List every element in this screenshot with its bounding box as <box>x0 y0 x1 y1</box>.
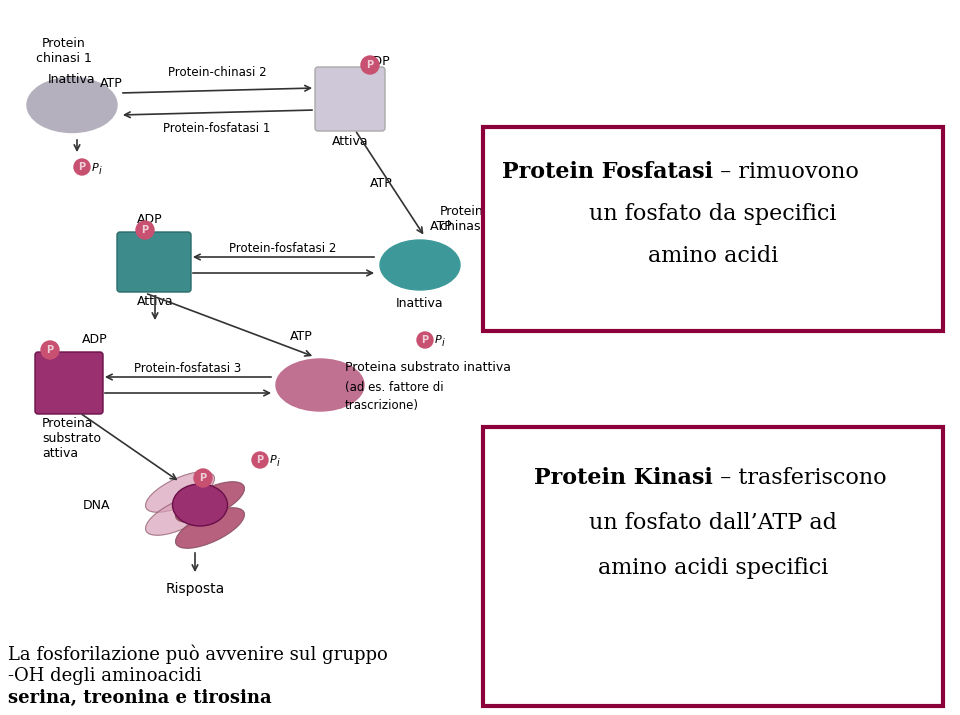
Text: Proteina substrato inattiva: Proteina substrato inattiva <box>345 360 511 373</box>
Circle shape <box>74 159 90 175</box>
Text: Inattiva: Inattiva <box>396 297 444 310</box>
Text: La fosforilazione può avvenire sul gruppo: La fosforilazione può avvenire sul grupp… <box>8 645 388 664</box>
Text: -OH degli aminoacidi: -OH degli aminoacidi <box>8 667 202 685</box>
Ellipse shape <box>176 508 245 548</box>
Text: Protein-fosfatasi 1: Protein-fosfatasi 1 <box>163 122 271 135</box>
Text: Inattiva: Inattiva <box>48 73 96 86</box>
Circle shape <box>136 221 154 239</box>
Text: P: P <box>421 335 428 345</box>
Text: amino acidi: amino acidi <box>648 245 778 267</box>
Text: Protein
chinasi 3: Protein chinasi 3 <box>440 205 496 233</box>
Text: (ad es. fattore di: (ad es. fattore di <box>345 380 444 393</box>
Text: ADP: ADP <box>82 333 108 346</box>
Ellipse shape <box>380 240 460 290</box>
Text: i: i <box>277 458 279 468</box>
Text: un fosfato dall’ATP ad: un fosfato dall’ATP ad <box>588 512 837 534</box>
Ellipse shape <box>27 77 117 132</box>
Text: ADP: ADP <box>137 213 163 226</box>
Text: Protein-fosfatasi 3: Protein-fosfatasi 3 <box>134 362 242 375</box>
Circle shape <box>41 341 59 359</box>
Text: ATP: ATP <box>430 220 453 233</box>
Text: ATP: ATP <box>370 177 393 189</box>
Text: Protein-chinasi 2: Protein-chinasi 2 <box>168 66 266 79</box>
Text: P: P <box>92 163 99 173</box>
Ellipse shape <box>173 484 228 526</box>
FancyBboxPatch shape <box>483 427 943 706</box>
Text: Proteina
substrato
attiva: Proteina substrato attiva <box>42 417 101 460</box>
Text: P: P <box>141 225 149 235</box>
Text: – trasferiscono: – trasferiscono <box>712 467 886 489</box>
Text: P: P <box>367 60 373 70</box>
Text: P: P <box>435 335 442 345</box>
FancyBboxPatch shape <box>35 352 103 414</box>
Circle shape <box>194 469 212 487</box>
Text: Protein-fosfatasi 2: Protein-fosfatasi 2 <box>229 242 337 255</box>
Text: amino acidi specifici: amino acidi specifici <box>598 557 828 579</box>
Text: i: i <box>442 338 444 348</box>
Text: DNA: DNA <box>83 498 110 511</box>
FancyBboxPatch shape <box>483 127 943 331</box>
Text: un fosfato da specifici: un fosfato da specifici <box>589 202 836 225</box>
Text: i: i <box>99 166 102 176</box>
Text: Protein Fosfatasi: Protein Fosfatasi <box>502 161 712 183</box>
Text: ATP: ATP <box>290 330 313 343</box>
Text: P: P <box>270 455 276 465</box>
Circle shape <box>252 452 268 468</box>
Ellipse shape <box>176 482 245 522</box>
Ellipse shape <box>276 359 364 411</box>
Text: – rimuovono: – rimuovono <box>712 161 858 183</box>
Text: P: P <box>46 345 54 355</box>
Text: Attiva: Attiva <box>136 295 174 308</box>
Text: Attiva: Attiva <box>332 135 369 148</box>
Text: Risposta: Risposta <box>165 582 225 596</box>
Circle shape <box>417 332 433 348</box>
Text: P: P <box>256 455 264 465</box>
Text: ADP: ADP <box>365 55 391 68</box>
FancyBboxPatch shape <box>117 232 191 292</box>
Text: Protein Kinasi: Protein Kinasi <box>534 467 712 489</box>
Ellipse shape <box>146 472 214 513</box>
Circle shape <box>361 56 379 74</box>
Text: ATP: ATP <box>100 77 123 90</box>
Ellipse shape <box>146 495 214 536</box>
FancyBboxPatch shape <box>315 67 385 131</box>
Text: trascrizione): trascrizione) <box>345 398 419 412</box>
Text: P: P <box>200 473 206 483</box>
Text: serina, treonina e tirosina: serina, treonina e tirosina <box>8 689 272 707</box>
Text: Protein
chinasi 1: Protein chinasi 1 <box>36 37 92 65</box>
Text: P: P <box>79 162 85 172</box>
